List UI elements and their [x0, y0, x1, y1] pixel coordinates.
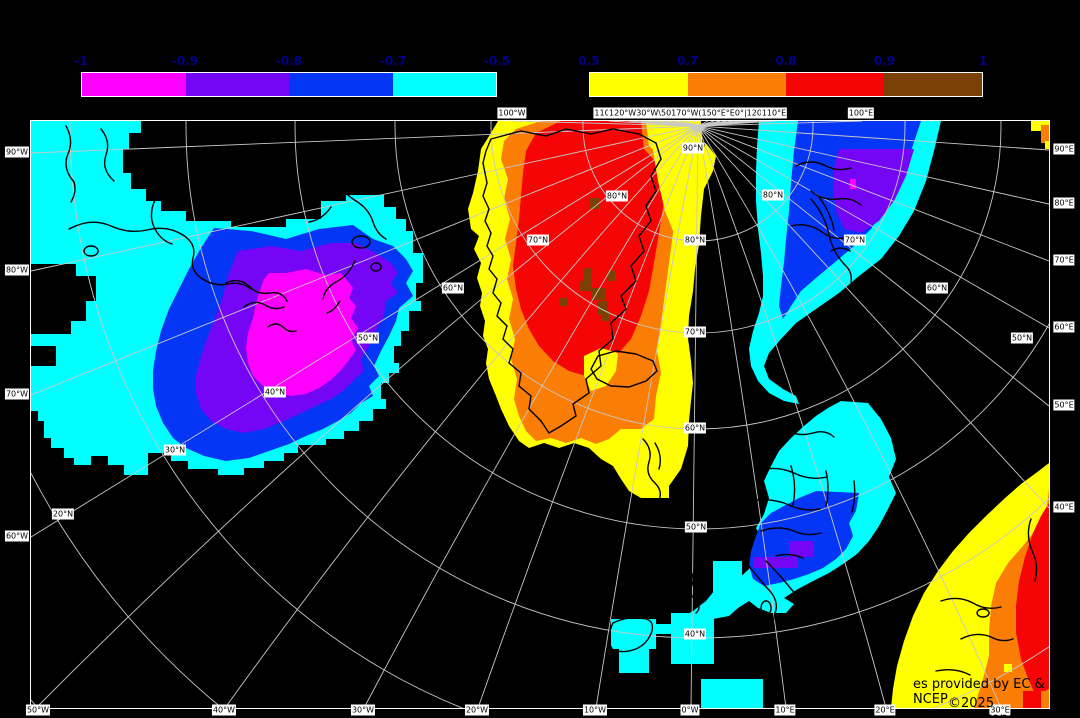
- longitude-label-bottom: 30°E: [989, 704, 1011, 716]
- longitude-label-right: 60°E: [1053, 321, 1075, 333]
- colorbar-segment: [590, 73, 688, 96]
- longitude-label-bottom: 10°W: [582, 704, 608, 716]
- latitude-label: 80°N: [683, 234, 707, 246]
- latitude-label: 50°N: [684, 521, 708, 533]
- coastlines: [65, 125, 1038, 676]
- longitude-label-top: 110°W: [593, 107, 623, 119]
- longitude-label-right: 40°E: [1053, 501, 1075, 513]
- greenland-coastline: [482, 128, 662, 434]
- longitude-label-top: 110°E: [760, 107, 788, 119]
- longitude-label-left: 80°W: [4, 264, 30, 276]
- colorbar-tick-label: -1: [74, 54, 88, 68]
- longitude-label-bottom: 40°W: [211, 704, 237, 716]
- colorbar-tick-label: 0.9: [873, 54, 896, 68]
- latitude-label: 40°N: [683, 628, 707, 640]
- map-canvas: [31, 121, 1049, 708]
- colorbar-tick-label: 0.5: [578, 54, 600, 68]
- blacksea-positive-region: [891, 463, 1049, 708]
- scattered-cyan-patches: [611, 561, 763, 708]
- colorbar-tick-label: 0.7: [676, 54, 699, 68]
- colorbar-segment: [688, 73, 786, 96]
- colorbar-segment: [392, 73, 496, 96]
- positive-colorbar-ticks: 0.5 0.7 0.8 0.9 1: [578, 54, 987, 68]
- siberia-coastlines: [790, 161, 862, 283]
- latitude-label: 60°N: [683, 422, 707, 434]
- longitude-label-bottom: 20°W: [464, 704, 490, 716]
- negative-colorbar-ticks: -1 -0.9 -0.8 -0.7 -0.5: [74, 54, 510, 68]
- latitude-label: 60°N: [925, 282, 949, 294]
- latitude-label: 70°N: [683, 326, 707, 338]
- longitude-label-bottom: 10°E: [774, 704, 796, 716]
- europe-coastlines: [608, 427, 856, 653]
- colorbar-segment: [786, 73, 884, 96]
- colorbar-tick-label: 1: [978, 54, 988, 68]
- longitude-label-right: 90°E: [1053, 143, 1075, 155]
- latitude-label: 80°N: [605, 190, 629, 202]
- colorbar-segment: [185, 73, 289, 96]
- longitude-label-top: 100°E: [847, 107, 875, 119]
- colorbar-tick-label: -0.7: [379, 54, 407, 68]
- latitude-label: 60°N: [441, 282, 465, 294]
- iceland-coastline: [590, 350, 658, 388]
- longitude-label-right: 80°E: [1053, 197, 1075, 209]
- greenland-positive-region: [468, 121, 716, 498]
- longitude-label-top: 100°W: [497, 107, 527, 119]
- longitude-label-bottom: 20°E: [874, 704, 896, 716]
- colorbar-segment: [884, 73, 982, 96]
- copyright-notice: ©2025 sb@irzone.net: [948, 696, 1041, 718]
- north-america-coastlines: [65, 125, 387, 333]
- colorbar-segment: [289, 73, 393, 96]
- longitude-label-right: 70°E: [1053, 254, 1075, 266]
- kara-corner-positive-patch: [1031, 121, 1049, 149]
- meridian-lines: [31, 121, 1049, 708]
- latitude-label: 70°N: [526, 234, 550, 246]
- north-america-negative-region: [31, 121, 423, 475]
- longitude-label-top: 120°W30°W\50170°W(150°E°E0°|120°E: [608, 107, 772, 119]
- latitude-label: 20°N: [51, 508, 75, 520]
- positive-colorbar: [589, 72, 983, 97]
- colorbar-tick-label: -0.8: [275, 54, 303, 68]
- colorbar-tick-label: -0.9: [171, 54, 199, 68]
- longitude-label-left: 60°W: [4, 530, 30, 542]
- latitude-label: 50°N: [356, 332, 380, 344]
- longitude-label-left: 90°W: [4, 146, 30, 158]
- longitude-label-bottom: 50°W: [25, 704, 51, 716]
- longitude-label-left: 70°W: [4, 388, 30, 400]
- latitude-label: 80°N: [761, 189, 785, 201]
- latitude-label: 40°N: [263, 386, 287, 398]
- colorbar-tick-label: 0.8: [775, 54, 797, 68]
- negative-colorbar: [81, 72, 497, 97]
- longitude-label-bottom: 30°W: [350, 704, 376, 716]
- blacksea-coastlines: [935, 518, 1038, 676]
- latitude-label: 70°N: [843, 234, 867, 246]
- map-frame: [30, 120, 1050, 709]
- latitude-label: 30°N: [163, 444, 187, 456]
- longitude-label-bottom: 0°W: [680, 704, 700, 716]
- colorbar-tick-label: -0.5: [483, 54, 511, 68]
- longitude-label-right: 50°E: [1053, 399, 1075, 411]
- latitude-label: 90°N: [681, 142, 705, 154]
- colorbar-segment: [82, 73, 186, 96]
- latitude-label: 50°N: [1010, 332, 1034, 344]
- europe-negative-region: [611, 401, 896, 708]
- data-provider-credit: es provided by EC & NCEP: [913, 677, 1045, 707]
